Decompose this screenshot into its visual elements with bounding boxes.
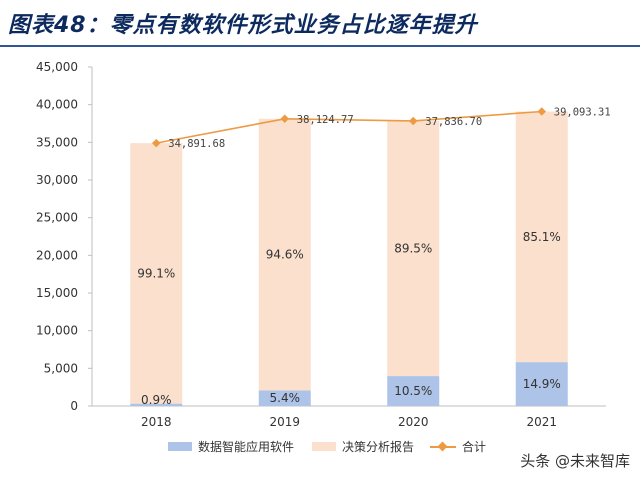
- title-bar: 图表48：零点有数软件形式业务占比逐年提升: [0, 0, 640, 47]
- data-label-data-intel: 14.9%: [523, 377, 561, 391]
- y-tick-label: 5,000: [44, 361, 78, 375]
- data-label-data-intel: 10.5%: [394, 384, 432, 398]
- legend-label-decision: 决策分析报告: [342, 440, 415, 454]
- y-tick-label: 0: [70, 399, 78, 413]
- data-label-decision: 85.1%: [523, 230, 561, 244]
- x-tick-label: 2019: [269, 415, 300, 429]
- total-line: [156, 110, 542, 144]
- total-data-label: 38,124.77: [297, 114, 354, 126]
- total-marker: [409, 116, 418, 126]
- chart-title: 图表48：零点有数软件形式业务占比逐年提升: [8, 13, 478, 38]
- bar-data-intel-2018: [130, 403, 183, 406]
- data-label-data-intel: 5.4%: [270, 391, 301, 405]
- y-tick-label: 35,000: [36, 135, 78, 149]
- bar-decision-2019: [258, 118, 311, 391]
- x-tick-label: 2020: [398, 415, 429, 429]
- legend-swatch-decision: [312, 442, 336, 451]
- bar-data-intel-2020: [387, 376, 440, 406]
- watermark: 头条 @未来智库: [520, 452, 630, 470]
- y-tick-label: 40,000: [36, 98, 78, 112]
- legend-swatch-data-intel: [168, 442, 192, 451]
- total-marker: [280, 114, 289, 124]
- stacked-bar-chart: 0 5,000 10,000 15,000 20,000 25,000 30,000 35,0…: [36, 60, 611, 429]
- y-tick-label: 20,000: [36, 248, 78, 262]
- bar-decision-2021: [515, 111, 568, 363]
- y-tick-label: 30,000: [36, 173, 78, 187]
- x-tick-label: 2021: [526, 415, 557, 429]
- total-marker: [152, 138, 161, 148]
- legend-label-data-intel: 数据智能应用软件: [198, 440, 295, 454]
- y-tick-label: 10,000: [36, 324, 78, 338]
- total-data-label: 34,891.68: [168, 138, 225, 150]
- data-label-decision: 94.6%: [266, 248, 304, 262]
- legend-item-decision: 决策分析报告: [312, 438, 414, 455]
- total-data-label: 39,093.31: [554, 106, 611, 118]
- data-label-data-intel: 0.9%: [141, 393, 172, 407]
- x-tick-label: 2018: [141, 415, 172, 429]
- total-data-label: 37,836.70: [425, 116, 482, 128]
- y-tick-label: 25,000: [36, 211, 78, 225]
- bar-decision-2020: [387, 120, 440, 377]
- y-tick-label: 15,000: [36, 286, 78, 300]
- bar-data-intel-2021: [515, 362, 568, 406]
- legend-item-data-intel: 数据智能应用软件: [168, 438, 294, 455]
- bar-decision-2018: [130, 143, 183, 404]
- data-label-decision: 89.5%: [394, 242, 432, 256]
- chart-legend: 数据智能应用软件 决策分析报告 合计: [0, 438, 640, 460]
- title-divider: [0, 45, 640, 47]
- legend-label-total: 合计: [462, 440, 487, 454]
- y-tick-label: 45,000: [36, 60, 78, 74]
- bar-data-intel-2019: [258, 390, 311, 406]
- legend-swatch-total: [430, 441, 456, 452]
- data-label-decision: 99.1%: [137, 266, 175, 280]
- legend-item-total: 合计: [430, 438, 486, 455]
